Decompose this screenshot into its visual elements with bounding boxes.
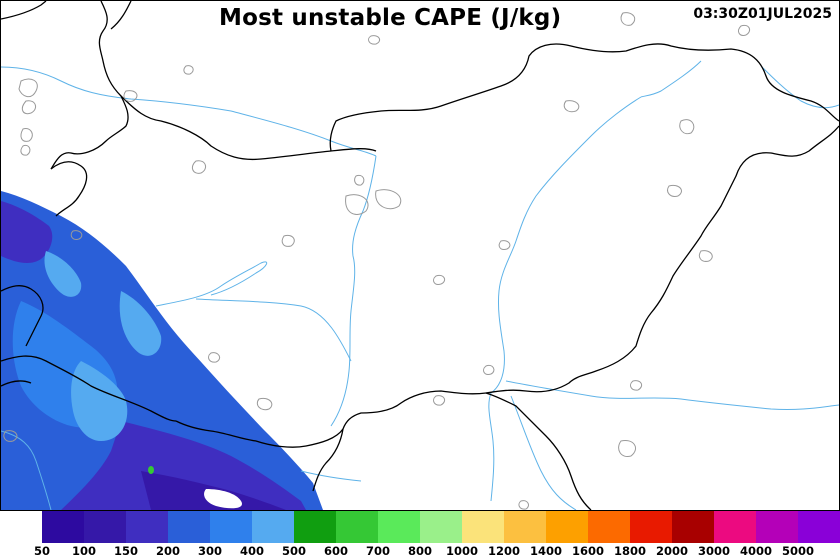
legend-swatch [588,511,630,543]
legend-tick-label: 2000 [655,544,689,558]
legend-color-bar [42,511,840,543]
legend-tick-label: 1000 [445,544,479,558]
legend-tick-label: 1600 [571,544,605,558]
color-legend: 50 100 150 200 300 400 500 600 700 800 1000 1200 140… [34,511,840,560]
legend-tick-label: 5000 [781,544,815,558]
map-panel: Most unstable CAPE (J/kg) 03:30Z01JUL202… [0,0,840,511]
cape-area-150 [1,201,53,263]
legend-swatch [756,511,798,543]
legend-swatch [420,511,462,543]
legend-swatch [672,511,714,543]
legend-tick-label: 500 [281,544,307,558]
legend-swatch [168,511,210,543]
legend-swatch [714,511,756,543]
cape-area-400b [119,291,162,356]
legend-tick-label: 1200 [487,544,521,558]
legend-swatch [210,511,252,543]
cape-shading [1,191,323,510]
legend-swatch [84,511,126,543]
legend-tick-label: 600 [323,544,349,558]
legend-swatch [294,511,336,543]
legend-swatch [504,511,546,543]
legend-tick-label: 150 [113,544,139,558]
map-title: Most unstable CAPE (J/kg) [219,5,562,31]
legend-swatch [546,511,588,543]
legend-swatch [630,511,672,543]
legend-swatch [336,511,378,543]
borders [1,1,839,510]
rivers [1,60,839,510]
white-patch [204,489,242,509]
legend-tick-label: 1800 [613,544,647,558]
cape-area-400 [71,361,128,441]
legend-swatch [252,511,294,543]
legend-tick-label: 800 [407,544,433,558]
legend-swatch [462,511,504,543]
lakes [3,12,751,510]
cape-map [1,1,839,510]
cape-area-150-south [61,421,306,510]
cape-area-600 [148,466,154,474]
legend-tick-label: 200 [155,544,181,558]
legend-tick-label: 1400 [529,544,563,558]
cape-area-400c [44,251,82,297]
legend-tick-label: 50 [33,544,51,558]
legend-swatch [42,511,84,543]
legend-swatch [798,511,840,543]
legend-labels: 50 100 150 200 300 400 500 600 700 800 1000 1200 140… [34,544,840,560]
legend-tick-label: 100 [71,544,97,558]
legend-swatch [378,511,420,543]
legend-swatch [126,511,168,543]
legend-tick-label: 700 [365,544,391,558]
legend-tick-label: 300 [197,544,223,558]
legend-tick-label: 4000 [739,544,773,558]
legend-tick-label: 3000 [697,544,731,558]
legend-tick-label: 400 [239,544,265,558]
map-timestamp: 03:30Z01JUL2025 [693,6,832,22]
